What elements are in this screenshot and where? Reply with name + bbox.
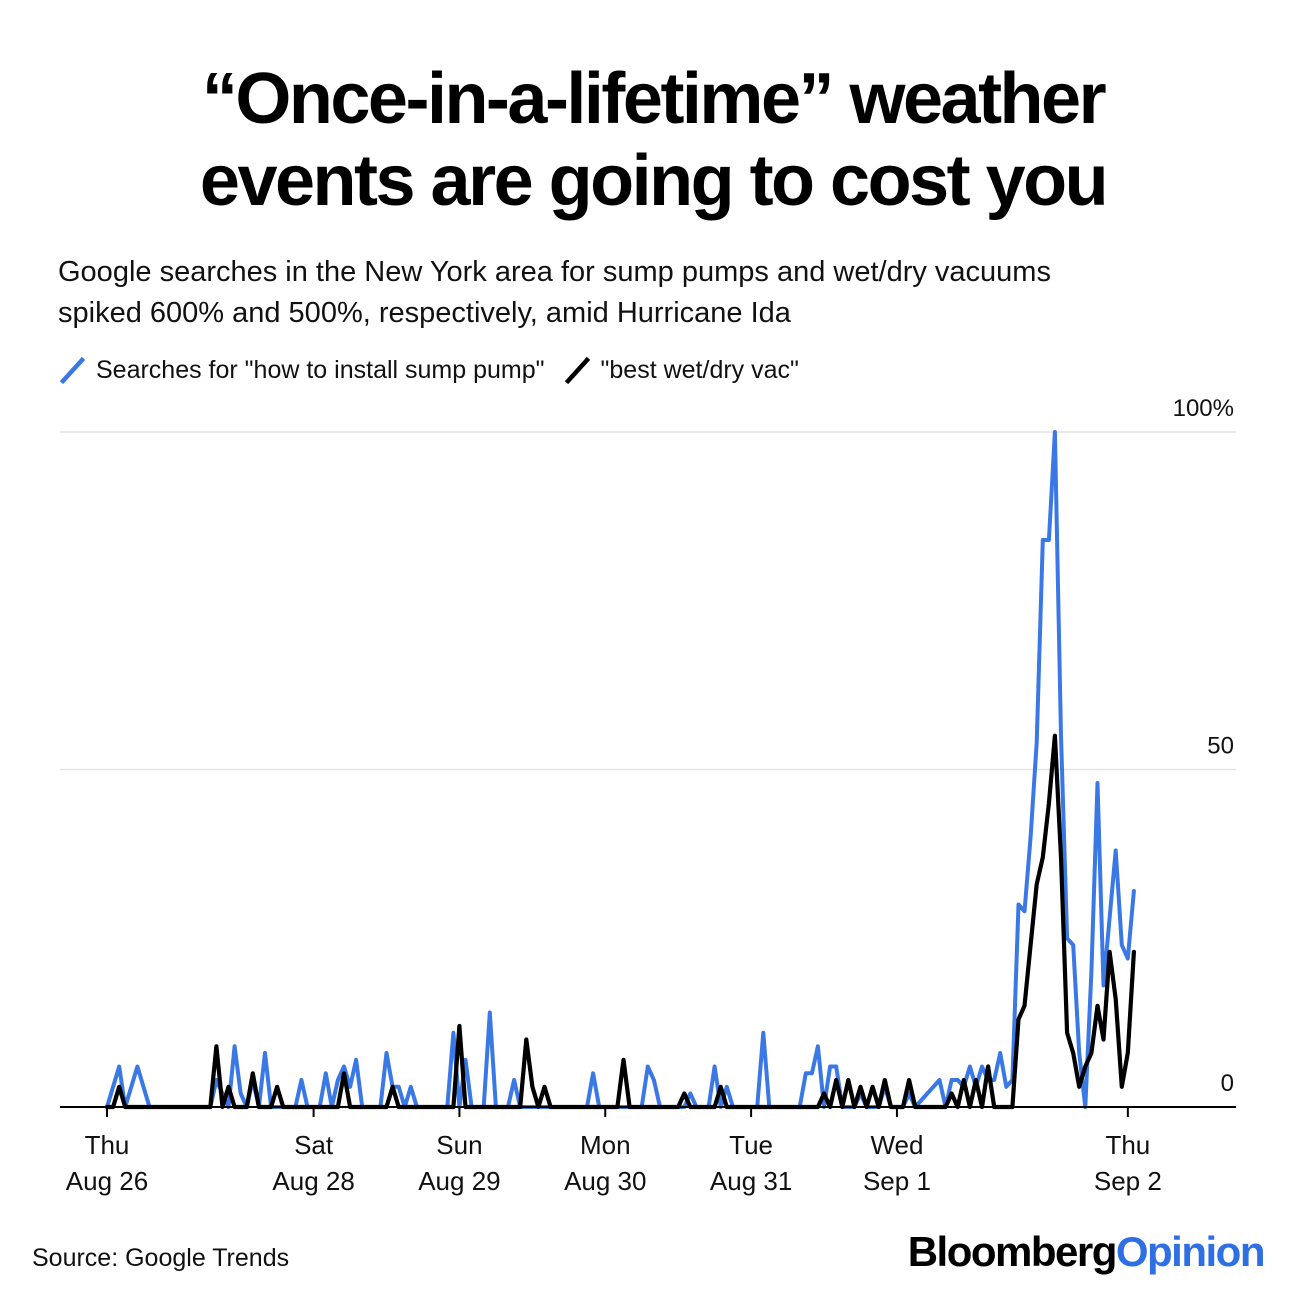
- x-tick-label-date: Aug 30: [564, 1166, 646, 1196]
- title-line-2: events are going to cost you: [199, 141, 1109, 221]
- x-tick-label-weekday: Sun: [436, 1130, 482, 1160]
- x-tick-label-weekday: Sat: [294, 1130, 334, 1160]
- source-note: Source: Google Trends: [32, 1244, 290, 1272]
- x-tick-label-weekday: Thu: [1105, 1130, 1150, 1160]
- x-axis: Thu Aug 26 Sat Aug 28 Sun Aug 29 Mon Aug 30 Tue A…: [60, 1106, 1236, 1196]
- legend-item-wet-dry-vac: "best wet/dry vac": [563, 355, 799, 385]
- x-tick-label-date: Aug 28: [272, 1166, 354, 1196]
- series-line-sump-pump: [105, 430, 1136, 1109]
- x-tick-label-date: Aug 26: [66, 1166, 148, 1196]
- black-slash-icon: [564, 356, 590, 385]
- brand-bloomberg: Bloomberg: [907, 1228, 1118, 1275]
- subtitle-line-1: Google searches in the New York area for…: [58, 256, 1051, 288]
- x-tick-label-weekday: Wed: [870, 1130, 923, 1160]
- legend-item-sump-pump: Searches for "how to install sump pump": [58, 355, 545, 385]
- legend-label-sump-pump: Searches for "how to install sump pump": [96, 355, 545, 384]
- line-chart: 100% 50 0 Thu Aug 26 Sat Aug 28 Sun Aug 29 Mon Au…: [60, 395, 1236, 1196]
- x-tick-label-weekday: Thu: [85, 1130, 130, 1160]
- x-tick-label-date: Sep 2: [1094, 1166, 1162, 1196]
- legend-label-wet-dry-vac: "best wet/dry vac": [600, 355, 799, 384]
- gridlines: [60, 431, 1236, 771]
- chart-title: “Once-in-a-lifetime” weather events are …: [0, 58, 1306, 222]
- subtitle-line-2: spiked 600% and 500%, respectively, amid…: [58, 297, 791, 329]
- bloomberg-opinion-logo: BloombergOpinion: [907, 1228, 1266, 1276]
- y-tick-label: 100%: [1173, 395, 1234, 422]
- x-tick-label-date: Aug 31: [710, 1166, 792, 1196]
- series-line-wet-dry-vac: [104, 733, 1136, 1110]
- x-tick-label-date: Sep 1: [863, 1166, 931, 1196]
- x-tick-label-weekday: Tue: [729, 1130, 773, 1160]
- y-tick-label: 0: [1221, 1070, 1234, 1097]
- title-line-1: “Once-in-a-lifetime” weather: [201, 59, 1107, 139]
- chart-legend: Searches for "how to install sump pump" …: [58, 352, 817, 388]
- x-tick-label-weekday: Mon: [580, 1130, 631, 1160]
- blue-slash-icon: [59, 356, 86, 385]
- y-axis-ticks: 100% 50 0: [1173, 395, 1234, 1097]
- y-tick-label: 50: [1207, 733, 1234, 760]
- brand-opinion: Opinion: [1115, 1228, 1266, 1275]
- x-tick-label-date: Aug 29: [418, 1166, 500, 1196]
- chart-subtitle: Google searches in the New York area for…: [58, 252, 1278, 334]
